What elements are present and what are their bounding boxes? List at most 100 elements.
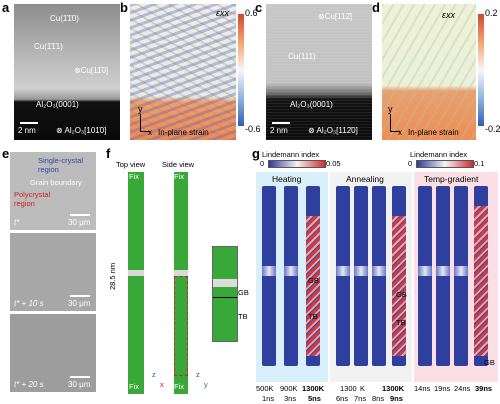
time-label: t* + 20 s <box>14 380 44 389</box>
temp-label: 39ns <box>475 384 493 393</box>
panel-letter-a: a <box>2 0 10 15</box>
cb2-max: 0.1 <box>474 159 485 168</box>
strain-symbol: εxx <box>216 8 229 18</box>
label-al2o3: Al₂O₃(0001) <box>290 100 333 109</box>
time-label: t* <box>14 218 20 227</box>
sim-column <box>436 186 450 366</box>
fix-top: Fix <box>174 172 184 181</box>
fix-bottom: Fix <box>129 382 139 391</box>
temp-label: 1300K <box>302 384 325 393</box>
heating-columns <box>260 186 324 366</box>
panel-letter-b: b <box>120 0 128 15</box>
scale-label: 2 nm <box>18 126 36 135</box>
group-label: Temp-gradient <box>424 174 479 184</box>
strain-map-d: εxx y x In-plane strain <box>382 4 476 140</box>
twin-boundary-line <box>213 297 237 298</box>
time-label: 9ns <box>390 394 403 403</box>
axis-x: x <box>160 380 164 389</box>
time-label: 6ns <box>336 394 349 403</box>
grain-boundary <box>213 279 237 287</box>
label-cu-111: Cu(111) <box>288 52 316 61</box>
colorbar-d <box>478 14 484 126</box>
zone-axis-label: ⊗ Al₂O₃[112̄0] <box>308 126 358 135</box>
sim-column <box>418 186 432 366</box>
colorbar-max: 0.6 <box>245 8 258 18</box>
sim-column <box>306 186 320 366</box>
cb1-min: 0 <box>260 159 265 168</box>
time-label: 3ns <box>284 394 297 403</box>
axis-z: z <box>196 370 200 379</box>
scale-label: 30 μm <box>68 380 91 389</box>
sim-column <box>474 186 488 366</box>
side-view-label: Side view <box>162 160 195 169</box>
axis-z: z <box>152 370 156 379</box>
x-arrow <box>390 131 400 132</box>
hrtem-image-c: ⊗Cu[112̄] Cu(111) Al₂O₃(0001) 2 nm ⊗ Al₂… <box>266 4 372 140</box>
gradient-columns <box>416 186 496 366</box>
scale-label: 30 μm <box>68 299 91 308</box>
sim-column <box>372 186 386 366</box>
x-axis-label: x <box>148 128 152 137</box>
tb-label: TB <box>238 312 248 321</box>
sim-column <box>262 186 276 366</box>
zoom-inset <box>212 246 238 342</box>
label-al2o3: Al₂O₃(0001) <box>36 100 79 109</box>
heating-group: Heating <box>256 172 328 382</box>
scale-bar <box>70 214 90 216</box>
label-cu-zone: ⊗Cu[112̄] <box>318 12 353 21</box>
temp-label: 1300K <box>382 384 405 393</box>
optical-image-2: t* + 10 s 30 μm <box>10 233 96 311</box>
temp-label: 900K <box>280 384 298 393</box>
time-label: 5ns <box>308 394 321 403</box>
cb2-min: 0 <box>408 159 413 168</box>
temp-label: 500K <box>256 384 274 393</box>
temp-label: 19ns <box>434 384 451 393</box>
group-label: Annealing <box>346 174 384 184</box>
scale-label: 30 μm <box>68 218 91 227</box>
colorbar-2 <box>416 160 474 168</box>
y-arrow <box>140 114 141 132</box>
grain-boundary <box>174 270 188 276</box>
fix-top: Fix <box>129 172 139 181</box>
top-view-label: Top view <box>116 160 146 169</box>
x-axis-label: x <box>398 128 402 137</box>
zone-axis-label: ⊗ Al₂O₃[101̄0] <box>56 126 107 135</box>
sim-column <box>284 186 298 366</box>
temp-label: K <box>360 384 366 393</box>
colorbar-min: -0.6 <box>245 124 261 134</box>
twin-region <box>174 276 188 376</box>
lindemann-label-1: Lindemann index <box>262 150 320 159</box>
scale-bar <box>70 295 90 297</box>
time-label: 8ns <box>372 394 385 403</box>
time-label: t* + 10 s <box>14 299 44 308</box>
cb1-max: 0.05 <box>326 159 341 168</box>
temp-label: 24ns <box>454 384 471 393</box>
colorbar-min: -0.2 <box>485 124 500 134</box>
label-cu-zone: ⊗Cu[11̄0] <box>74 66 109 75</box>
annealing-columns <box>334 186 412 366</box>
gb-label: GB <box>238 288 249 297</box>
optical-image-3: t* + 20 s 30 μm <box>10 314 96 392</box>
region-polycrystal: Polycrystal region <box>14 190 51 208</box>
group-label: Heating <box>272 174 302 184</box>
panel-letter-g: g <box>252 146 260 161</box>
y-axis-label: y <box>138 104 143 114</box>
hrtem-image-a: Cu(1̄1̄0) Cu(1̄1̄1) ⊗Cu[11̄0] Al₂O₃(0001… <box>14 4 120 140</box>
scale-bar <box>70 376 90 378</box>
x-arrow <box>140 131 150 132</box>
optical-image-1: Single-crystal region Grain boundary Pol… <box>10 152 96 230</box>
panel-letter-f: f <box>106 146 111 161</box>
gb-label: GB <box>308 276 319 285</box>
label-cu-110: Cu(1̄1̄0) <box>50 14 79 23</box>
panel-letter-e: e <box>2 146 10 161</box>
axis-y: y <box>204 380 208 389</box>
gb-label: GB <box>396 290 407 299</box>
lindemann-label-2: Lindemann index <box>410 150 468 159</box>
scale-bar <box>272 122 290 124</box>
grain-boundary <box>128 270 144 276</box>
y-arrow <box>390 114 391 132</box>
label-cu-111: Cu(1̄1̄1) <box>34 42 63 51</box>
temp-label: 1300 <box>340 384 357 393</box>
sim-column <box>454 186 468 366</box>
fix-bottom: Fix <box>174 382 184 391</box>
